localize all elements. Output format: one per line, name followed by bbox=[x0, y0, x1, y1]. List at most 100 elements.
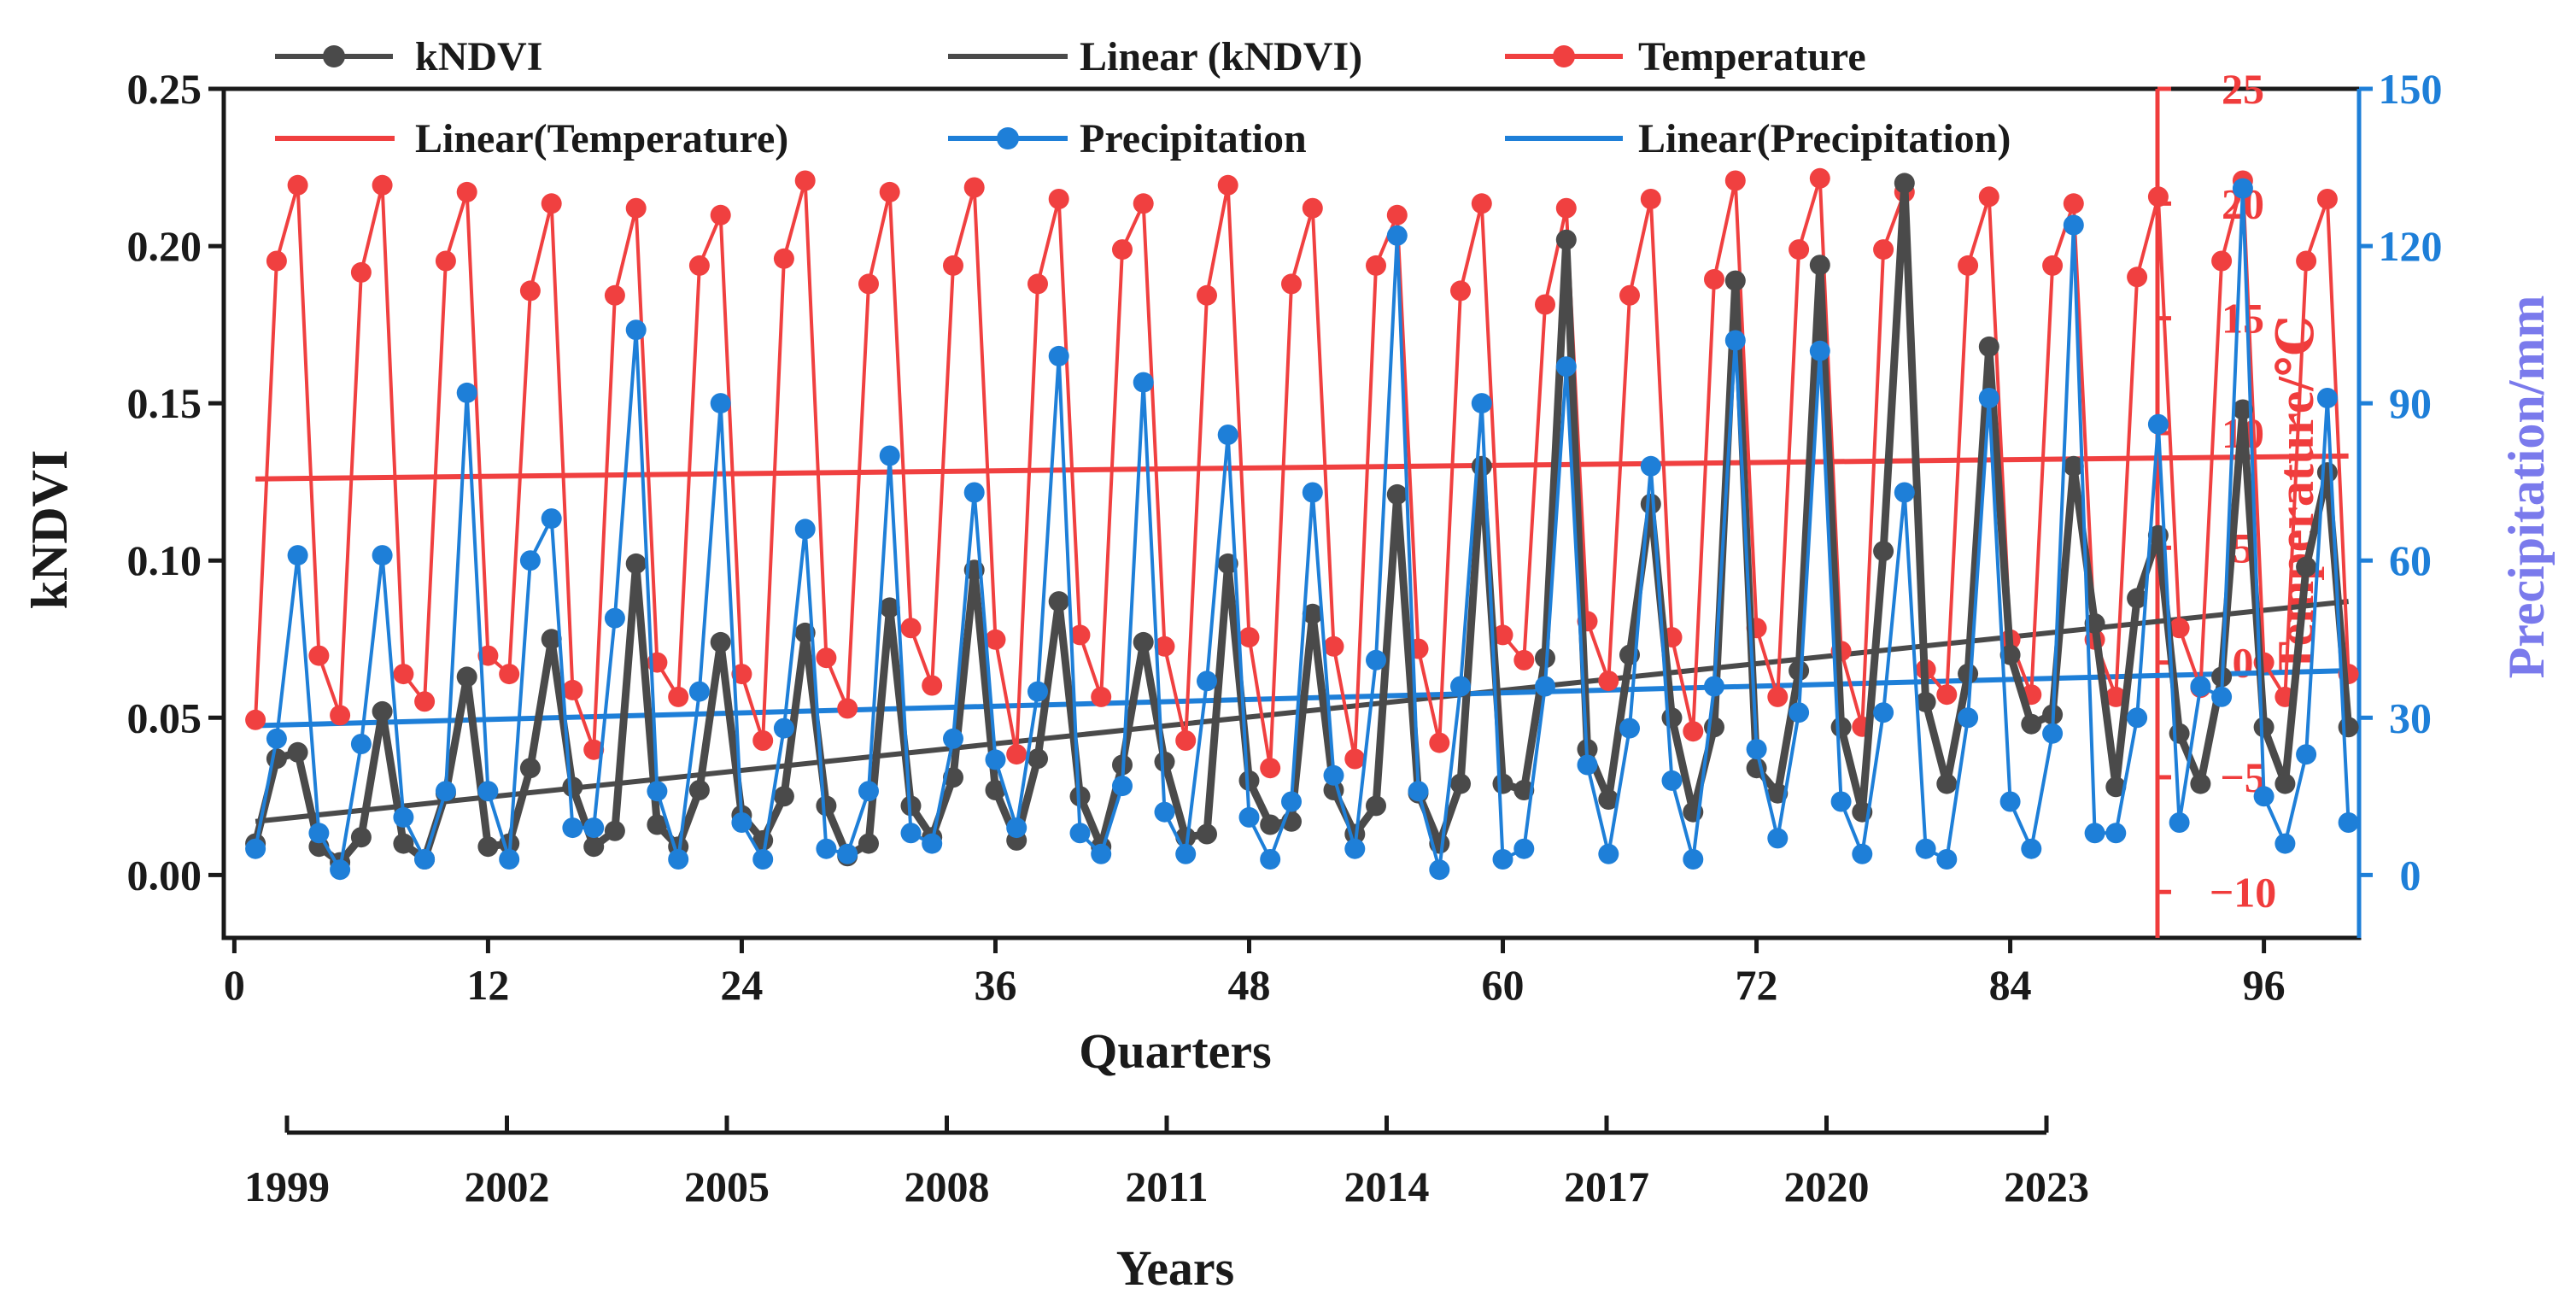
point-kndvi bbox=[2105, 776, 2127, 798]
point-precipitation bbox=[900, 823, 922, 844]
point-temperature bbox=[858, 273, 879, 295]
precip-tick-label: 120 bbox=[2379, 222, 2443, 270]
years-axis-title: Years bbox=[1116, 1240, 1235, 1296]
point-temperature bbox=[604, 284, 625, 306]
years-tick-label: 2023 bbox=[2004, 1163, 2089, 1210]
point-precipitation bbox=[266, 728, 287, 749]
point-temperature bbox=[1936, 684, 1958, 706]
point-temperature bbox=[688, 255, 710, 276]
point-precipitation bbox=[541, 508, 562, 530]
point-precipitation bbox=[2338, 812, 2359, 833]
point-temperature bbox=[1302, 197, 1323, 219]
point-precipitation bbox=[1830, 791, 1852, 812]
point-kndvi bbox=[1450, 773, 1471, 794]
point-kndvi bbox=[1027, 748, 1048, 770]
point-temperature bbox=[2042, 255, 2064, 276]
legend-label: Linear(Precipitation) bbox=[1638, 116, 2011, 161]
point-temperature bbox=[287, 174, 308, 196]
point-temperature bbox=[245, 709, 266, 730]
point-precipitation bbox=[330, 859, 351, 881]
point-precipitation bbox=[1936, 849, 1958, 870]
x-tick-label: 48 bbox=[1227, 961, 1270, 1009]
point-temperature bbox=[1091, 686, 1112, 707]
point-temperature bbox=[1704, 269, 1724, 290]
point-temperature bbox=[414, 691, 436, 712]
point-temperature bbox=[1069, 624, 1091, 646]
point-temperature bbox=[710, 204, 731, 226]
point-kndvi bbox=[2021, 713, 2042, 735]
point-precipitation bbox=[1069, 823, 1091, 844]
point-temperature bbox=[1154, 636, 1175, 657]
point-precipitation bbox=[477, 781, 499, 802]
point-precipitation bbox=[1323, 764, 1344, 786]
point-temperature bbox=[2063, 193, 2084, 214]
point-kndvi bbox=[2190, 773, 2211, 794]
point-temperature bbox=[477, 645, 499, 666]
point-precipitation bbox=[1640, 455, 1661, 477]
legend-item: Precipitation bbox=[948, 116, 1307, 161]
point-temperature bbox=[668, 686, 689, 707]
point-precipitation bbox=[1978, 388, 1999, 408]
years-tick-label: 2014 bbox=[1344, 1163, 1430, 1210]
point-kndvi bbox=[2253, 717, 2274, 738]
point-precipitation bbox=[2274, 833, 2296, 854]
point-precipitation bbox=[1746, 739, 1767, 760]
point-kndvi bbox=[1809, 255, 1830, 276]
point-precipitation bbox=[2316, 388, 2338, 408]
point-kndvi bbox=[773, 786, 794, 807]
point-temperature bbox=[1873, 239, 1894, 261]
point-kndvi bbox=[1535, 647, 1555, 669]
point-kndvi bbox=[1513, 780, 1535, 800]
y-axis-precipitation: 0 30 60 90 120 150 bbox=[2356, 65, 2443, 938]
point-precipitation bbox=[1513, 838, 1535, 859]
point-precipitation bbox=[350, 734, 372, 754]
point-temperature bbox=[2316, 189, 2338, 209]
point-kndvi bbox=[1133, 631, 1154, 653]
point-temperature bbox=[1112, 239, 1133, 261]
point-kndvi bbox=[266, 748, 287, 770]
precip-tick-label: 0 bbox=[2400, 851, 2421, 899]
point-temperature bbox=[837, 698, 858, 719]
point-precipitation bbox=[1366, 649, 1386, 671]
point-kndvi bbox=[1302, 603, 1323, 624]
point-precipitation bbox=[752, 849, 774, 870]
years-tick-label: 2011 bbox=[1125, 1163, 1208, 1210]
point-temperature bbox=[1619, 284, 1640, 306]
point-temperature bbox=[1450, 280, 1471, 302]
point-temperature bbox=[1197, 284, 1217, 306]
point-kndvi bbox=[2084, 612, 2105, 634]
legend-item: kNDVI bbox=[275, 34, 542, 79]
x-axis-quarters: 0 12 24 36 48 60 72 84 96 bbox=[224, 938, 2286, 1009]
point-temperature bbox=[562, 679, 583, 700]
point-precipitation bbox=[1577, 754, 1598, 776]
point-temperature bbox=[583, 739, 605, 760]
precip-tick-label: 90 bbox=[2389, 379, 2432, 427]
point-temperature bbox=[879, 181, 900, 202]
years-tick-label: 2002 bbox=[465, 1163, 550, 1210]
point-precipitation bbox=[245, 838, 266, 859]
point-temperature bbox=[1006, 744, 1027, 765]
point-temperature bbox=[2211, 250, 2233, 272]
legend-item: Linear (kNDVI) bbox=[948, 34, 1362, 79]
series-kndvi bbox=[245, 173, 2359, 873]
point-temperature bbox=[1789, 239, 1810, 261]
point-kndvi bbox=[985, 780, 1006, 800]
point-precipitation bbox=[2253, 786, 2274, 807]
legend-label: Precipitation bbox=[1080, 116, 1307, 161]
point-precipitation bbox=[1683, 849, 1704, 870]
point-precipitation bbox=[435, 781, 456, 802]
point-kndvi bbox=[1598, 789, 1619, 810]
point-kndvi bbox=[1238, 770, 1260, 791]
point-temperature bbox=[963, 177, 985, 198]
point-temperature bbox=[1366, 255, 1386, 276]
series-line-kndvi bbox=[251, 179, 2353, 867]
point-temperature bbox=[1217, 174, 1238, 196]
point-kndvi bbox=[1724, 270, 1746, 291]
legend-swatch-marker bbox=[997, 127, 1019, 149]
point-kndvi bbox=[710, 631, 731, 653]
point-kndvi bbox=[879, 597, 900, 618]
years-tick-label: 2008 bbox=[905, 1163, 990, 1210]
years-tick-label: 2020 bbox=[1784, 1163, 1870, 1210]
point-temperature bbox=[773, 248, 794, 269]
